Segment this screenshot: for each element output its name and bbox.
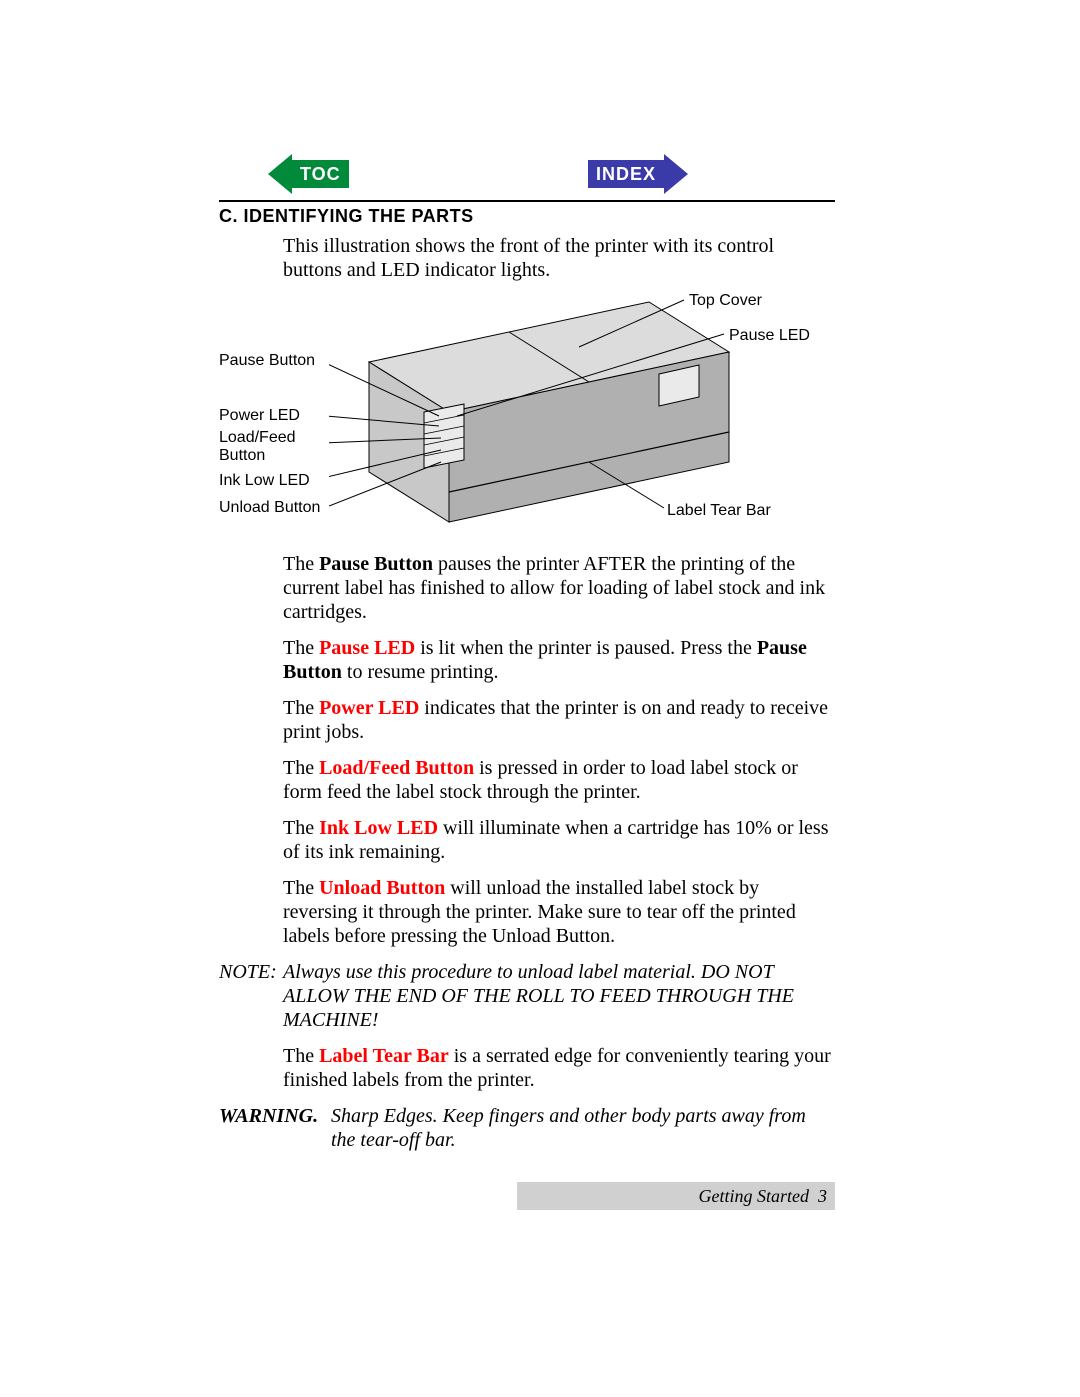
callout-power-led: Power LED bbox=[219, 407, 300, 425]
text: The bbox=[283, 877, 319, 899]
index-label: INDEX bbox=[588, 160, 664, 188]
note-block: NOTE:Always use this procedure to unload… bbox=[219, 960, 835, 1032]
page: TOC INDEX C. IDENTIFYING THE PARTS This … bbox=[0, 0, 1080, 1397]
page-footer: Getting Started 3 bbox=[517, 1182, 835, 1210]
warning-text: Sharp Edges. Keep fingers and other body… bbox=[331, 1105, 806, 1151]
highlight-pause-led: Pause LED bbox=[319, 637, 415, 659]
bold-pause-button: Pause Button bbox=[319, 553, 433, 575]
text: The bbox=[283, 553, 319, 575]
warning-label: WARNING. bbox=[219, 1105, 318, 1127]
note-label: NOTE: bbox=[219, 960, 283, 984]
callout-ink-low: Ink Low LED bbox=[219, 472, 310, 490]
callout-pause-button: Pause Button bbox=[219, 352, 315, 370]
printer-diagram: Pause Button Power LED Load/Feed Button … bbox=[219, 292, 835, 542]
toc-label: TOC bbox=[292, 160, 349, 188]
para-pause-led: The Pause LED is lit when the printer is… bbox=[283, 636, 835, 684]
para-unload: The Unload Button will unload the instal… bbox=[283, 876, 835, 948]
content-area: This illustration shows the front of the… bbox=[219, 234, 835, 1152]
warning-block: WARNING. Sharp Edges. Keep fingers and ot… bbox=[219, 1104, 835, 1152]
para-power-led: The Power LED indicates that the printer… bbox=[283, 696, 835, 744]
callout-unload: Unload Button bbox=[219, 499, 320, 517]
highlight-unload: Unload Button bbox=[319, 877, 445, 899]
highlight-load-feed: Load/Feed Button bbox=[319, 757, 474, 779]
text: The bbox=[283, 637, 319, 659]
para-tear-bar: The Label Tear Bar is a serrated edge fo… bbox=[283, 1044, 835, 1092]
footer-page-number: 3 bbox=[818, 1186, 827, 1206]
footer-section: Getting Started bbox=[699, 1186, 810, 1206]
highlight-ink-low: Ink Low LED bbox=[319, 817, 438, 839]
highlight-power-led: Power LED bbox=[319, 697, 419, 719]
intro-text: This illustration shows the front of the… bbox=[283, 234, 835, 282]
highlight-tear-bar: Label Tear Bar bbox=[319, 1045, 449, 1067]
printer-illustration bbox=[329, 292, 759, 542]
text: The bbox=[283, 1045, 319, 1067]
arrow-right-icon bbox=[664, 154, 688, 194]
arrow-left-icon bbox=[268, 154, 292, 194]
toc-nav-button[interactable]: TOC bbox=[268, 154, 349, 194]
text: The bbox=[283, 817, 319, 839]
note-text: Always use this procedure to unload labe… bbox=[283, 961, 794, 1031]
index-nav-button[interactable]: INDEX bbox=[588, 154, 688, 194]
callout-load-feed: Load/Feed Button bbox=[219, 429, 309, 466]
section-heading: C. IDENTIFYING THE PARTS bbox=[219, 206, 474, 227]
para-load-feed: The Load/Feed Button is pressed in order… bbox=[283, 756, 835, 804]
para-ink-low: The Ink Low LED will illuminate when a c… bbox=[283, 816, 835, 864]
text: is lit when the printer is paused. Press… bbox=[415, 637, 757, 659]
text: to resume printing. bbox=[342, 661, 499, 683]
text: The bbox=[283, 757, 319, 779]
text: The bbox=[283, 697, 319, 719]
header-rule bbox=[219, 200, 835, 202]
para-pause-button: The Pause Button pauses the printer AFTE… bbox=[283, 552, 835, 624]
